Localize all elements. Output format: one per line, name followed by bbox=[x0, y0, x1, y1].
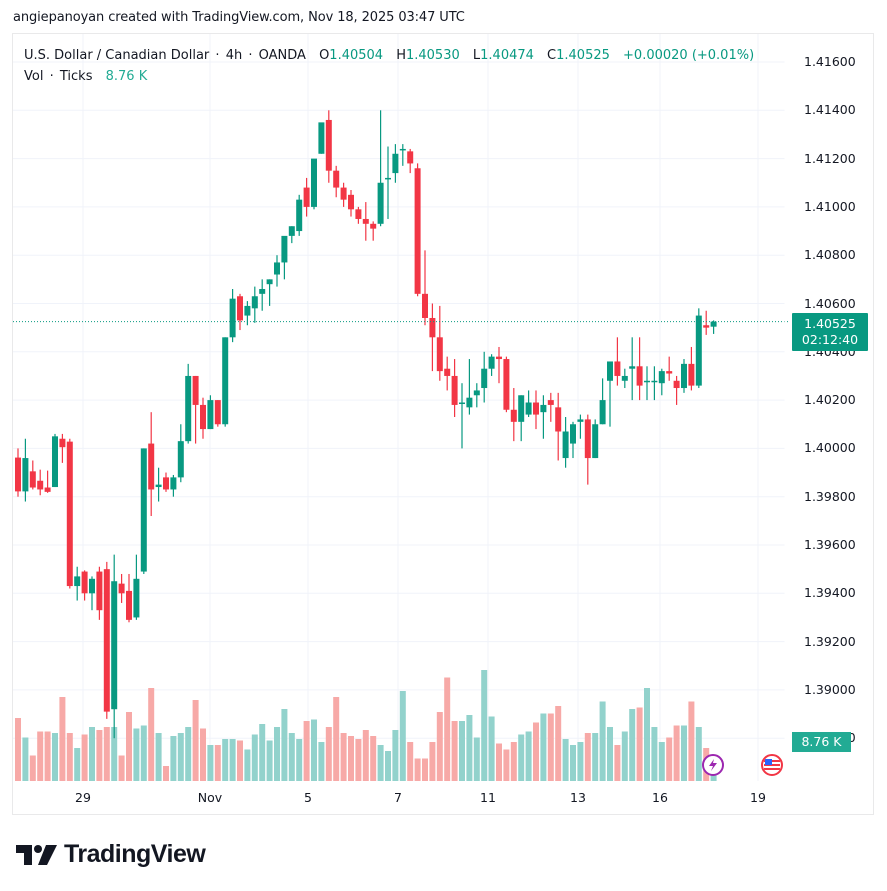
price-label: 1.39800 bbox=[804, 488, 856, 504]
price-label: 1.41600 bbox=[804, 54, 856, 69]
price-label: 1.39400 bbox=[804, 585, 856, 601]
tradingview-logo-icon bbox=[16, 844, 57, 865]
price-label: 1.39600 bbox=[804, 537, 856, 552]
time-label: 13 bbox=[570, 790, 586, 805]
time-label: Nov bbox=[197, 790, 223, 805]
price-label: 1.41000 bbox=[804, 198, 856, 214]
last-price-tag: 1.40525 02:12:40 bbox=[792, 313, 868, 351]
price-label: 1.41400 bbox=[804, 102, 856, 118]
volume-source: Ticks bbox=[59, 69, 93, 84]
low-label: L bbox=[472, 48, 481, 63]
time-label: 16 bbox=[652, 790, 668, 805]
price-label: 1.41200 bbox=[804, 150, 856, 166]
last-price: 1.40525 bbox=[804, 316, 856, 331]
high-label: H bbox=[396, 48, 406, 63]
price-label: 1.40800 bbox=[804, 247, 856, 263]
low-value: 1.40474 bbox=[480, 48, 534, 63]
earnings-lightning-icon[interactable] bbox=[702, 754, 724, 776]
tradingview-logo[interactable]: TradingView bbox=[16, 840, 206, 869]
volume-value: 8.76 K bbox=[105, 69, 148, 84]
us-flag-icon[interactable] bbox=[761, 754, 783, 776]
open-label: O bbox=[319, 48, 330, 63]
time-label: 19 bbox=[750, 790, 766, 805]
close-value: 1.40525 bbox=[556, 48, 610, 63]
chart-frame[interactable] bbox=[12, 33, 874, 815]
volume-tag: 8.76 K bbox=[792, 732, 851, 752]
credit-line: angiepanoyan created with TradingView.co… bbox=[13, 10, 465, 25]
volume-label[interactable]: Vol bbox=[24, 69, 44, 84]
volume-row: Vol · Ticks 8.76 K bbox=[24, 69, 148, 84]
price-label: 1.39000 bbox=[804, 681, 856, 697]
interval[interactable]: 4h bbox=[225, 48, 243, 63]
close-label: C bbox=[547, 48, 557, 63]
exchange: OANDA bbox=[258, 48, 306, 63]
price-label: 1.39200 bbox=[804, 633, 856, 649]
time-label: 11 bbox=[480, 790, 496, 805]
price-label: 1.40200 bbox=[804, 392, 856, 408]
chart-legend: U.S. Dollar / Canadian Dollar · 4h · OAN… bbox=[24, 45, 754, 87]
change-value: +0.00020 (+0.01%) bbox=[623, 48, 755, 63]
price-label: 1.40000 bbox=[804, 440, 856, 456]
time-label: 5 bbox=[304, 790, 312, 805]
open-value: 1.40504 bbox=[329, 48, 384, 63]
bar-countdown: 02:12:40 bbox=[801, 332, 859, 347]
price-label: 1.40600 bbox=[804, 295, 856, 311]
brand-name: TradingView bbox=[64, 840, 206, 868]
high-value: 1.40530 bbox=[405, 48, 460, 63]
time-label: 29 bbox=[75, 790, 91, 805]
time-label: 7 bbox=[394, 790, 402, 805]
symbol-name[interactable]: U.S. Dollar / Canadian Dollar bbox=[24, 48, 210, 63]
symbol-row: U.S. Dollar / Canadian Dollar · 4h · OAN… bbox=[24, 48, 755, 63]
